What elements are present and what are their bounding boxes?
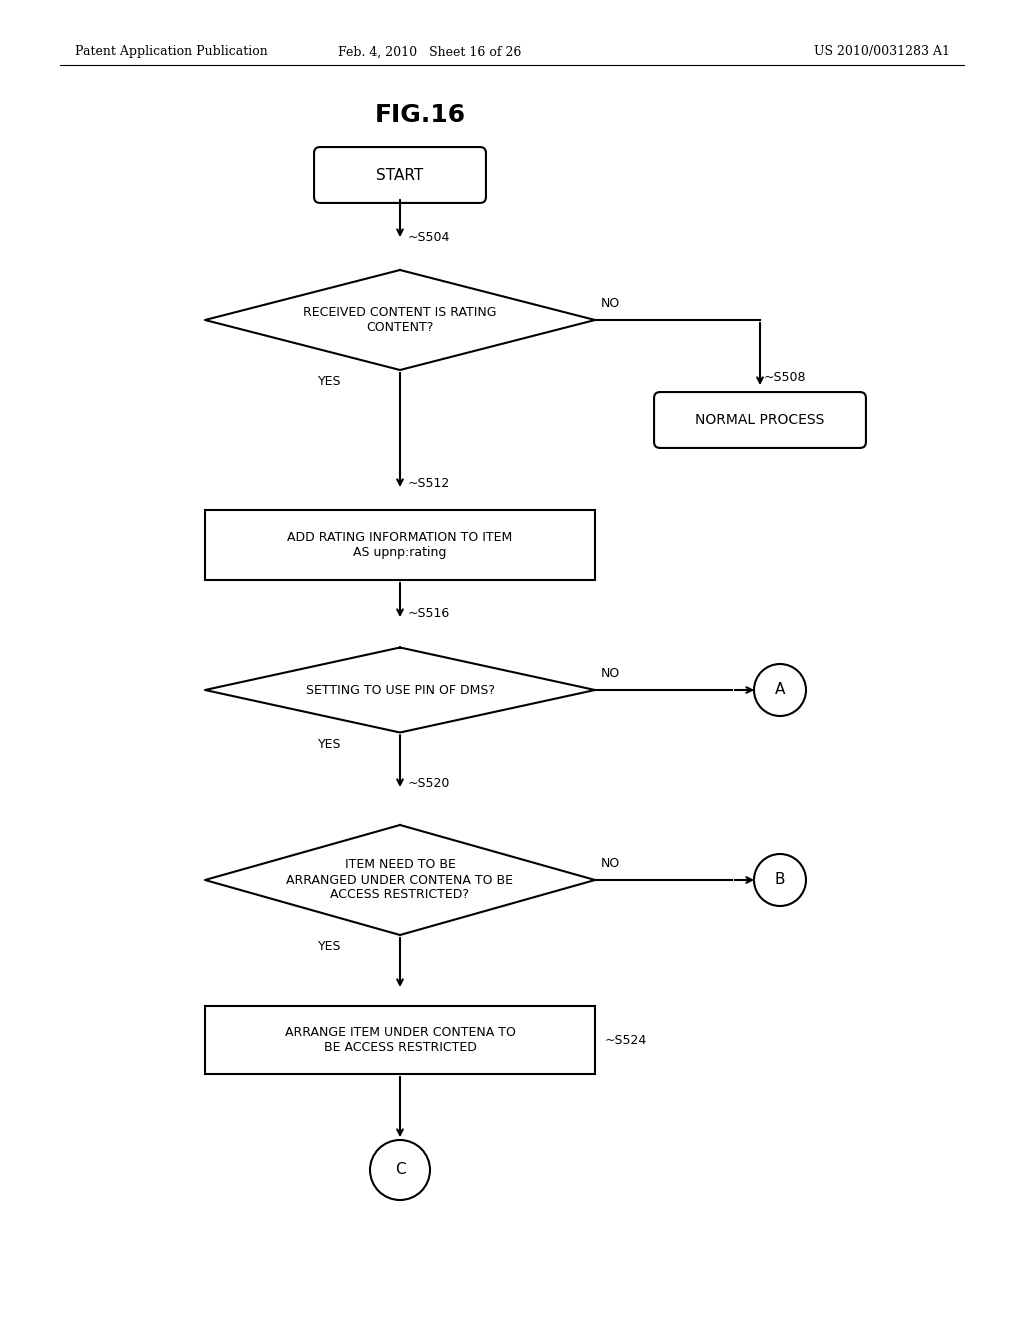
Text: C: C xyxy=(394,1163,406,1177)
Text: SETTING TO USE PIN OF DMS?: SETTING TO USE PIN OF DMS? xyxy=(305,684,495,697)
Text: FIG.16: FIG.16 xyxy=(375,103,466,127)
Bar xyxy=(205,1006,595,1074)
Text: NO: NO xyxy=(601,297,621,310)
Text: RECEIVED CONTENT IS RATING
CONTENT?: RECEIVED CONTENT IS RATING CONTENT? xyxy=(303,306,497,334)
Text: START: START xyxy=(377,168,424,182)
Polygon shape xyxy=(205,648,595,733)
Circle shape xyxy=(370,1140,430,1200)
Text: ITEM NEED TO BE
ARRANGED UNDER CONTENA TO BE
ACCESS RESTRICTED?: ITEM NEED TO BE ARRANGED UNDER CONTENA T… xyxy=(287,858,513,902)
Text: ADD RATING INFORMATION TO ITEM
AS upnp:rating: ADD RATING INFORMATION TO ITEM AS upnp:r… xyxy=(288,531,513,558)
Text: ~S504: ~S504 xyxy=(408,231,451,244)
Text: YES: YES xyxy=(318,940,342,953)
Bar xyxy=(205,510,595,579)
Text: YES: YES xyxy=(318,375,342,388)
FancyBboxPatch shape xyxy=(314,147,486,203)
Polygon shape xyxy=(205,271,595,370)
Text: A: A xyxy=(775,682,785,697)
Text: ~S524: ~S524 xyxy=(605,1034,647,1047)
Text: ~S508: ~S508 xyxy=(764,371,807,384)
Text: YES: YES xyxy=(318,738,342,751)
Circle shape xyxy=(754,664,806,715)
FancyBboxPatch shape xyxy=(654,392,866,447)
Text: NO: NO xyxy=(601,857,621,870)
Text: ~S516: ~S516 xyxy=(408,607,451,620)
Circle shape xyxy=(754,854,806,906)
Text: ~S512: ~S512 xyxy=(408,477,451,490)
Text: B: B xyxy=(775,873,785,887)
Text: US 2010/0031283 A1: US 2010/0031283 A1 xyxy=(814,45,950,58)
Text: ARRANGE ITEM UNDER CONTENA TO
BE ACCESS RESTRICTED: ARRANGE ITEM UNDER CONTENA TO BE ACCESS … xyxy=(285,1026,515,1053)
Text: NORMAL PROCESS: NORMAL PROCESS xyxy=(695,413,824,426)
Text: Patent Application Publication: Patent Application Publication xyxy=(75,45,267,58)
Polygon shape xyxy=(205,825,595,935)
Text: NO: NO xyxy=(601,667,621,680)
Text: ~S520: ~S520 xyxy=(408,777,451,789)
Text: Feb. 4, 2010   Sheet 16 of 26: Feb. 4, 2010 Sheet 16 of 26 xyxy=(338,45,521,58)
